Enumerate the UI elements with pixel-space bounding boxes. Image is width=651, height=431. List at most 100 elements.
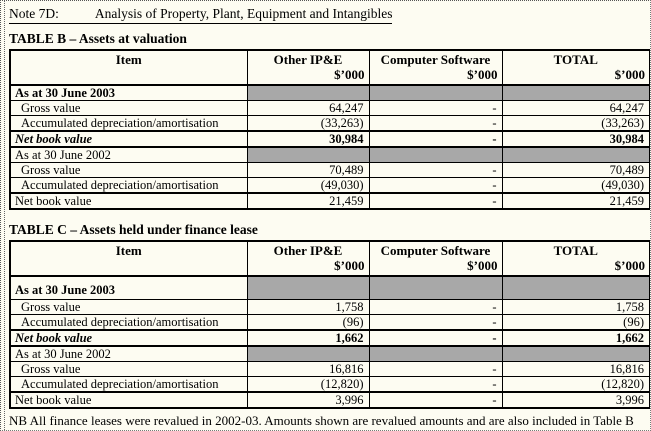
section-heading-row: As at 30 June 2002 [9,146,650,163]
table-c-header-row: Item Other IP&E $’000 Computer Software … [9,240,650,277]
note-heading: Note 7D: Analysis of Property, Plant, Equ… [9,4,646,24]
cell-total: (33,263) [501,115,650,132]
shaded-cell [501,345,650,362]
table-c-title: TABLE C – Assets held under finance leas… [9,222,258,237]
cell-other-ipe: 70,489 [246,162,370,178]
shaded-cell [368,84,503,101]
cell-computer-software: - [368,390,503,409]
unit-label: $’000 [614,67,645,82]
shaded-cell [368,345,503,362]
cell-total: (12,820) [501,375,650,392]
section-heading: As at 30 June 2002 [9,146,248,163]
cell-computer-software: - [368,162,503,178]
cell-other-ipe: (49,030) [246,177,370,194]
net-book-value-row: Net book value 21,459 - 21,459 [9,192,650,210]
footnote: NB All finance leases were revalued in 2… [9,412,634,431]
column-header-total: TOTAL $’000 [501,240,650,277]
row-label: Accumulated depreciation/amortisation [9,375,248,392]
shaded-cell [501,84,650,101]
section-heading-row: As at 30 June 2003 [9,275,650,300]
shaded-cell [246,345,370,362]
cell-other-ipe: 16,816 [246,360,370,377]
unit-label: $’000 [467,258,498,273]
table-row: Gross value 70,489 - 70,489 [9,162,650,178]
cell-other-ipe: (12,820) [246,375,370,392]
section-heading: As at 30 June 2002 [9,345,248,362]
column-header-item: Item [9,240,248,277]
cell-total: 21,459 [501,192,650,210]
cell-computer-software: - [368,298,503,315]
cell-computer-software: - [368,177,503,194]
cell-other-ipe: 1,758 [246,298,370,315]
shaded-cell [246,146,370,163]
cell-computer-software: - [368,313,503,330]
shaded-cell [246,275,370,300]
row-label: Net book value [9,328,248,347]
cell-other-ipe: 21,459 [246,192,370,210]
cell-other-ipe: (33,263) [246,115,370,132]
net-book-value-row: Net book value 1,662 - 1,662 [9,328,650,347]
section-heading-row: As at 30 June 2002 [9,345,650,362]
column-header-other-ipe: Other IP&E $’000 [246,240,370,277]
shaded-cell [246,84,370,101]
cell-computer-software: - [368,360,503,377]
column-header-total: TOTAL $’000 [501,49,650,86]
shaded-cell [501,146,650,163]
shaded-cell [368,146,503,163]
note-label: Note 7D: [9,6,59,21]
cell-total: 30,984 [501,130,650,148]
unit-label: $’000 [467,67,498,82]
cell-other-ipe: 64,247 [246,100,370,116]
row-label: Gross value [9,360,248,377]
row-label: Net book value [9,192,248,210]
row-label: Accumulated depreciation/amortisation [9,115,248,132]
shaded-cell [501,275,650,300]
row-label: Gross value [9,298,248,315]
section-heading: As at 30 June 2003 [9,84,248,101]
table-row: Accumulated depreciation/amortisation (1… [9,375,650,392]
cell-computer-software: - [368,130,503,148]
table-c: Item Other IP&E $’000 Computer Software … [9,240,650,409]
cell-computer-software: - [368,375,503,392]
cell-other-ipe: 1,662 [246,328,370,347]
table-b: Item Other IP&E $’000 Computer Software … [9,49,650,210]
cell-computer-software: - [368,328,503,347]
unit-label: $’000 [334,67,365,82]
row-label: Accumulated depreciation/amortisation [9,177,248,194]
net-book-value-row: Net book value 3,996 - 3,996 [9,390,650,409]
table-row: Gross value 16,816 - 16,816 [9,360,650,377]
cell-total: 3,996 [501,390,650,409]
cell-computer-software: - [368,192,503,210]
cell-total: 1,662 [501,328,650,347]
cell-computer-software: - [368,115,503,132]
cell-other-ipe: (96) [246,313,370,330]
cell-total: (96) [501,313,650,330]
unit-label: $’000 [614,258,645,273]
cell-other-ipe: 30,984 [246,130,370,148]
table-row: Accumulated depreciation/amortisation (9… [9,313,650,330]
column-header-computer-software: Computer Software $’000 [368,240,503,277]
row-label: Net book value [9,390,248,409]
row-label: Accumulated depreciation/amortisation [9,313,248,330]
cell-total: 64,247 [501,100,650,116]
row-label: Gross value [9,100,248,116]
table-b-header-row: Item Other IP&E $’000 Computer Software … [9,49,650,86]
table-row: Accumulated depreciation/amortisation (3… [9,115,650,132]
shaded-cell [368,275,503,300]
cell-other-ipe: 3,996 [246,390,370,409]
table-b-title: TABLE B – Assets at valuation [9,31,187,46]
cell-total: 70,489 [501,162,650,178]
cell-total: (49,030) [501,177,650,194]
unit-label: $’000 [334,258,365,273]
cell-total: 1,758 [501,298,650,315]
column-header-computer-software: Computer Software $’000 [368,49,503,86]
column-header-other-ipe: Other IP&E $’000 [246,49,370,86]
net-book-value-row: Net book value 30,984 - 30,984 [9,130,650,148]
section-heading-row: As at 30 June 2003 [9,84,650,101]
column-header-item: Item [9,49,248,86]
row-label: Gross value [9,162,248,178]
section-heading: As at 30 June 2003 [9,275,248,300]
row-label: Net book value [9,130,248,148]
table-row: Gross value 1,758 - 1,758 [9,298,650,315]
